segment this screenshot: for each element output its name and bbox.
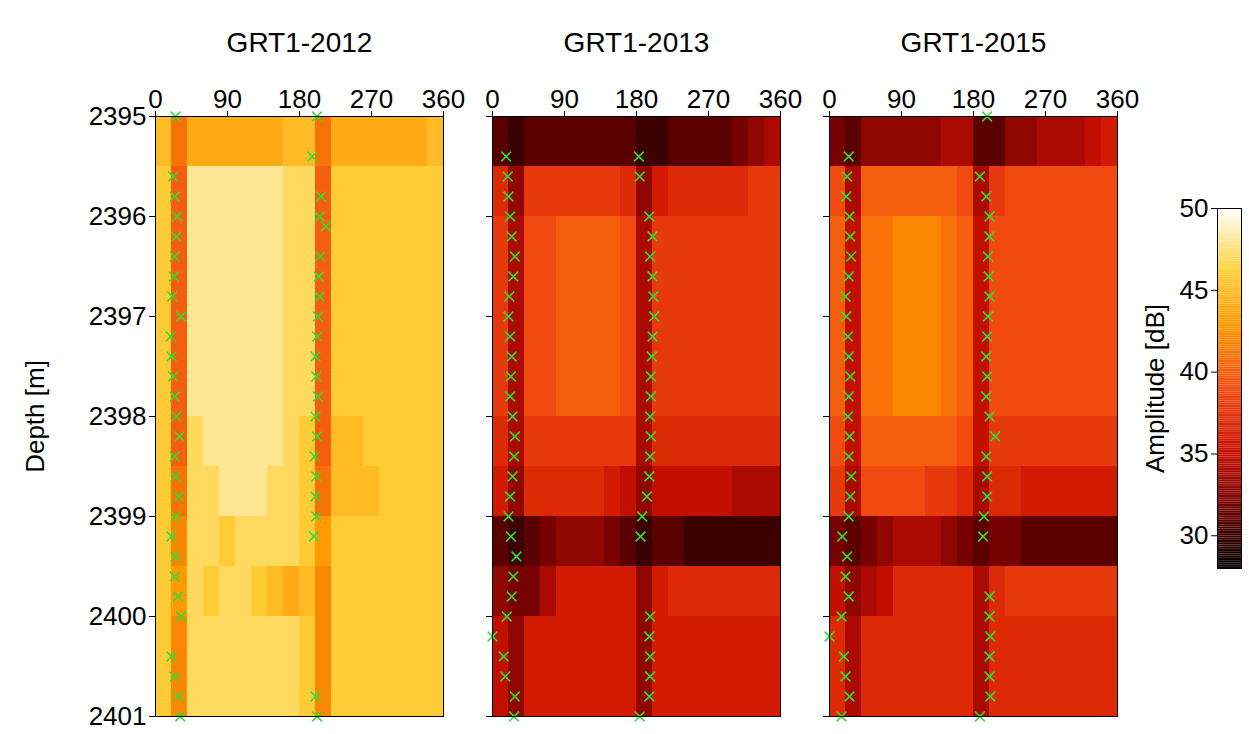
svg-text:360: 360 (759, 84, 802, 114)
svg-text:360: 360 (1096, 84, 1139, 114)
svg-text:2399: 2399 (89, 501, 147, 531)
svg-text:2397: 2397 (89, 301, 147, 331)
svg-text:270: 270 (1024, 84, 1067, 114)
svg-text:2398: 2398 (89, 401, 147, 431)
svg-text:90: 90 (550, 84, 579, 114)
svg-text:180: 180 (278, 84, 321, 114)
svg-text:270: 270 (687, 84, 730, 114)
svg-text:180: 180 (952, 84, 995, 114)
svg-text:40: 40 (1180, 356, 1209, 386)
svg-text:2396: 2396 (89, 201, 147, 231)
svg-text:0: 0 (485, 84, 499, 114)
svg-text:2400: 2400 (89, 601, 147, 631)
svg-text:35: 35 (1180, 438, 1209, 468)
svg-text:2401: 2401 (89, 701, 147, 730)
svg-text:2395: 2395 (89, 101, 147, 131)
svg-text:90: 90 (887, 84, 916, 114)
svg-text:Amplitude [dB]: Amplitude [dB] (1141, 304, 1170, 473)
svg-text:GRT1-2013: GRT1-2013 (564, 27, 710, 58)
svg-text:GRT1-2015: GRT1-2015 (901, 27, 1047, 58)
svg-text:360: 360 (422, 84, 465, 114)
svg-text:50: 50 (1180, 193, 1209, 223)
svg-text:0: 0 (822, 84, 836, 114)
svg-text:0: 0 (148, 84, 162, 114)
svg-text:270: 270 (350, 84, 393, 114)
svg-text:GRT1-2012: GRT1-2012 (227, 27, 373, 58)
svg-text:45: 45 (1180, 275, 1209, 305)
svg-text:90: 90 (213, 84, 242, 114)
svg-text:Depth [m]: Depth [m] (20, 360, 50, 473)
svg-text:180: 180 (615, 84, 658, 114)
svg-text:30: 30 (1180, 520, 1209, 550)
